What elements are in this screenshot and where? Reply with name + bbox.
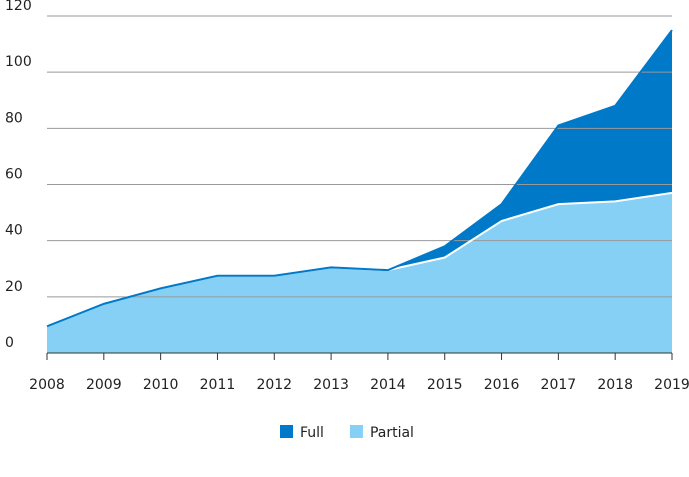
x-tick-label: 2010 xyxy=(143,377,179,393)
y-tick-label: 0 xyxy=(5,335,14,351)
legend-label: Full xyxy=(300,425,324,441)
y-tick-label: 100 xyxy=(5,54,32,70)
area-fill xyxy=(47,30,672,327)
x-tick-label: 2017 xyxy=(541,377,577,393)
area-fill xyxy=(47,192,672,353)
y-tick-label: 20 xyxy=(5,279,23,295)
y-tick-label: 40 xyxy=(5,223,23,239)
legend-label: Partial xyxy=(370,425,414,441)
x-tick-label: 2011 xyxy=(200,377,236,393)
x-tick-label: 2008 xyxy=(29,377,65,393)
y-tick-label: 120 xyxy=(5,0,32,14)
x-tick-label: 2016 xyxy=(484,377,520,393)
x-tick-label: 2018 xyxy=(597,377,633,393)
x-tick-label: 2019 xyxy=(654,377,689,393)
x-tick-label: 2009 xyxy=(86,377,122,393)
x-tick-label: 2013 xyxy=(313,377,349,393)
legend-swatch xyxy=(349,425,363,438)
legend-swatch xyxy=(280,425,293,438)
y-tick-label: 80 xyxy=(5,110,23,126)
x-tick-label: 2015 xyxy=(427,377,463,393)
y-tick-label: 60 xyxy=(5,167,23,183)
x-tick-label: 2012 xyxy=(256,377,292,393)
x-tick-label: 2014 xyxy=(370,377,406,393)
area-edge xyxy=(46,29,673,328)
